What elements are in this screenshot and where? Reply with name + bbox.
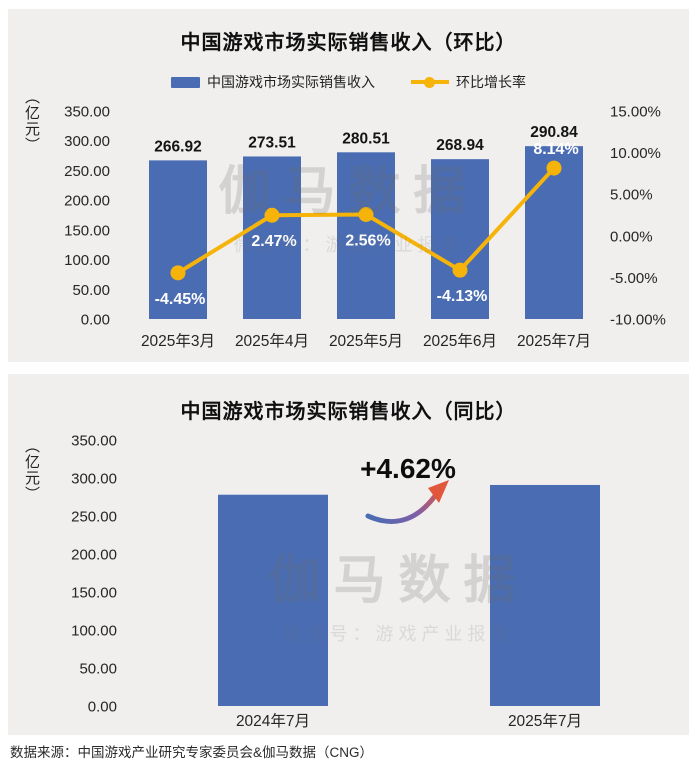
svg-text:2025年3月: 2025年3月 [141, 332, 215, 350]
svg-text:8.14%: 8.14% [533, 141, 578, 158]
yoy-y-axis-unit: （亿元） [23, 438, 40, 502]
svg-text:-5.00%: -5.00% [610, 270, 658, 287]
line-series-label: 环比增长率 [456, 74, 526, 90]
svg-text:100.00: 100.00 [71, 623, 117, 640]
svg-text:+4.62%: +4.62% [360, 453, 456, 484]
svg-text:300.00: 300.00 [64, 133, 110, 150]
svg-text:100.00: 100.00 [64, 252, 110, 269]
mom-y-axis-unit: （亿元） [23, 89, 40, 153]
svg-text:2025年4月: 2025年4月 [235, 332, 309, 350]
svg-text:350.00: 350.00 [64, 104, 110, 121]
line-marker-dot-icon [424, 76, 435, 88]
svg-text:-4.13%: -4.13% [437, 288, 488, 305]
svg-text:250.00: 250.00 [64, 163, 110, 180]
yoy-chart-panel: 350.00 300.00 250.00 200.00 150.00 100.00 50.0… [8, 374, 689, 735]
svg-text:273.51: 273.51 [248, 134, 296, 151]
mom-chart-legend: 中国游戏市场实际销售收入 环比增长率 [8, 72, 689, 92]
svg-text:150.00: 150.00 [71, 585, 117, 602]
svg-text:10.00%: 10.00% [610, 145, 661, 162]
svg-text:0.00: 0.00 [88, 699, 117, 716]
svg-text:150.00: 150.00 [64, 222, 110, 239]
svg-text:-4.45%: -4.45% [155, 291, 206, 308]
svg-text:350.00: 350.00 [71, 433, 117, 450]
svg-text:266.92: 266.92 [154, 138, 201, 155]
growth-arrow-icon [365, 493, 438, 524]
svg-text:5.00%: 5.00% [610, 187, 653, 204]
svg-text:2025年7月: 2025年7月 [508, 712, 582, 730]
bars-group [149, 146, 583, 319]
line-series-marker [411, 76, 449, 88]
svg-text:15.00%: 15.00% [610, 104, 661, 121]
legend-item-revenue: 中国游戏市场实际销售收入 [171, 72, 375, 92]
bar-series-label: 中国游戏市场实际销售收入 [207, 74, 375, 90]
svg-text:-10.00%: -10.00% [610, 312, 666, 329]
svg-text:290.84: 290.84 [530, 124, 578, 141]
mom-chart-panel: 中国游戏市场实际销售收入（环比） 中国游戏市场实际销售收入 环比增长率 （亿元）… [8, 9, 689, 362]
svg-text:268.94: 268.94 [436, 137, 484, 154]
svg-text:2025年5月: 2025年5月 [329, 332, 403, 350]
bar-series-swatch [171, 76, 200, 88]
svg-text:2.47%: 2.47% [251, 233, 296, 250]
svg-text:0.00: 0.00 [81, 312, 110, 329]
svg-text:0.00%: 0.00% [610, 228, 653, 245]
legend-item-growth-rate: 环比增长率 [411, 72, 526, 92]
yoy-bar-chart: 350.00 300.00 250.00 200.00 150.00 100.00 50.0… [71, 433, 600, 730]
svg-text:50.00: 50.00 [72, 282, 110, 299]
svg-text:200.00: 200.00 [71, 547, 117, 564]
svg-text:2025年6月: 2025年6月 [423, 332, 497, 350]
mom-chart-title: 中国游戏市场实际销售收入（环比） [180, 32, 517, 54]
data-source-note: 数据来源：中国游戏产业研究专家委员会&伽马数据（CNG） [10, 745, 374, 760]
mom-combo-chart: 350.00 300.00 250.00 200.00 150.00 100.00 50.0… [64, 104, 666, 351]
svg-text:2025年7月: 2025年7月 [517, 332, 591, 350]
svg-text:2024年7月: 2024年7月 [236, 712, 310, 730]
svg-text:250.00: 250.00 [71, 509, 117, 526]
svg-text:200.00: 200.00 [64, 193, 110, 210]
svg-text:2.56%: 2.56% [345, 233, 390, 250]
svg-text:300.00: 300.00 [71, 471, 117, 488]
svg-text:280.51: 280.51 [342, 130, 390, 147]
svg-text:50.00: 50.00 [79, 661, 117, 678]
yoy-chart-title: 中国游戏市场实际销售收入（同比） [180, 401, 517, 423]
